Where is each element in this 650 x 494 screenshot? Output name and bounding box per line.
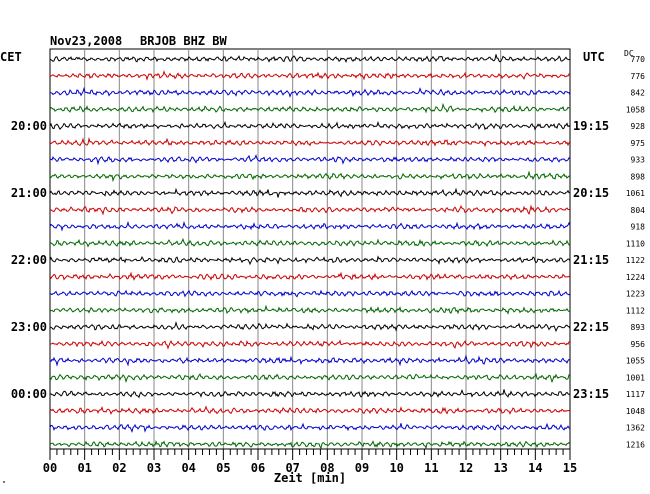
seismic-trace [49,388,570,399]
x-tick-label: 11 [424,461,438,475]
dc-value-label: 956 [631,340,646,349]
chart-date: Nov23,2008 [50,34,122,48]
right-hour-label: 19:15 [573,119,609,133]
left-hour-label: 23:00 [11,320,47,334]
x-tick-label: 01 [77,461,91,475]
dc-value-label: 928 [631,122,646,131]
dc-value-label: 1001 [626,373,645,382]
seismic-trace [50,204,571,216]
x-tick-label: 10 [389,461,403,475]
plot-grid [49,48,571,460]
corner-mark: " [2,480,6,488]
left-hour-label: 21:00 [11,186,47,200]
dc-value-label: 893 [631,323,646,332]
seismic-trace [49,154,571,166]
x-tick-label: 12 [459,461,473,475]
x-tick-label: 06 [251,461,265,475]
dc-value-label: 898 [631,172,646,181]
right-hour-label: 21:15 [573,253,609,267]
x-tick-label: 08 [320,461,334,475]
x-tick-label: 07 [285,461,299,475]
dc-value-label: 1117 [626,390,645,399]
seismic-trace [49,255,571,266]
seismic-trace [49,271,571,281]
chart-station: BRJOB BHZ BW [140,34,227,48]
seismic-trace [49,440,571,450]
dc-value-label: 1110 [626,239,645,248]
x-tick-label: 14 [528,461,542,475]
left-timezone-label: CET [0,50,22,64]
dc-value-label: 1122 [626,256,645,265]
left-hour-label: 22:00 [11,253,47,267]
x-tick-label: 09 [355,461,369,475]
seismic-trace [49,70,571,81]
seismic-traces [49,54,571,450]
left-hour-label: 20:00 [11,119,47,133]
x-axis-label: Zeit [min] [274,471,346,485]
x-tick-label: 02 [112,461,126,475]
seismic-trace [49,220,571,232]
dc-value-label: 918 [631,223,646,232]
seismic-trace [49,304,571,315]
right-hour-label: 20:15 [573,186,609,200]
dc-value-label: 776 [631,72,646,81]
dc-value-label: 1223 [626,290,645,299]
plot-labels: 00 01 02 03 04 05 06 07 08 09 10 11 12 13 14 1520:0021:… [11,55,645,475]
x-tick-label: 05 [216,461,230,475]
x-tick-label: 15 [563,461,577,475]
seismic-trace [49,372,571,384]
right-timezone-label: UTC [583,50,605,64]
seismic-trace [49,237,571,248]
right-hour-label: 22:15 [573,320,609,334]
dc-value-label: 804 [631,206,646,215]
dc-value-label: 1112 [626,306,645,315]
dc-value-label: 1055 [626,357,645,366]
left-hour-label: 00:00 [11,387,47,401]
seismic-trace [49,120,571,131]
right-hour-label: 23:15 [573,387,609,401]
seismic-trace [49,54,571,64]
x-tick-label: 03 [147,461,161,475]
dc-value-label: 842 [631,89,646,98]
dc-value-label: 1061 [626,189,645,198]
seismic-trace [49,136,571,148]
seismic-trace [49,289,571,298]
dc-value-label: 933 [631,156,646,165]
dc-value-label: 1048 [626,407,645,416]
dc-value-label: 1362 [626,424,645,433]
seismic-trace [49,86,571,98]
dc-value-label: 1216 [626,440,645,449]
seismic-trace [49,405,571,415]
seismic-trace [49,102,571,114]
dc-value-label: 1058 [626,105,645,114]
dc-value-label: 770 [631,55,646,64]
seismic-trace [49,187,571,198]
seismic-trace [49,320,571,333]
dc-header-label: DC [624,49,634,58]
dc-value-label: 975 [631,139,646,148]
seismic-trace [49,170,571,183]
dc-value-label: 1224 [626,273,645,282]
seismic-trace [49,339,571,350]
x-tick-label: 13 [493,461,507,475]
x-tick-label: 00 [43,461,57,475]
seismic-trace [49,354,571,367]
seismic-trace [49,422,571,434]
x-tick-label: 04 [181,461,195,475]
